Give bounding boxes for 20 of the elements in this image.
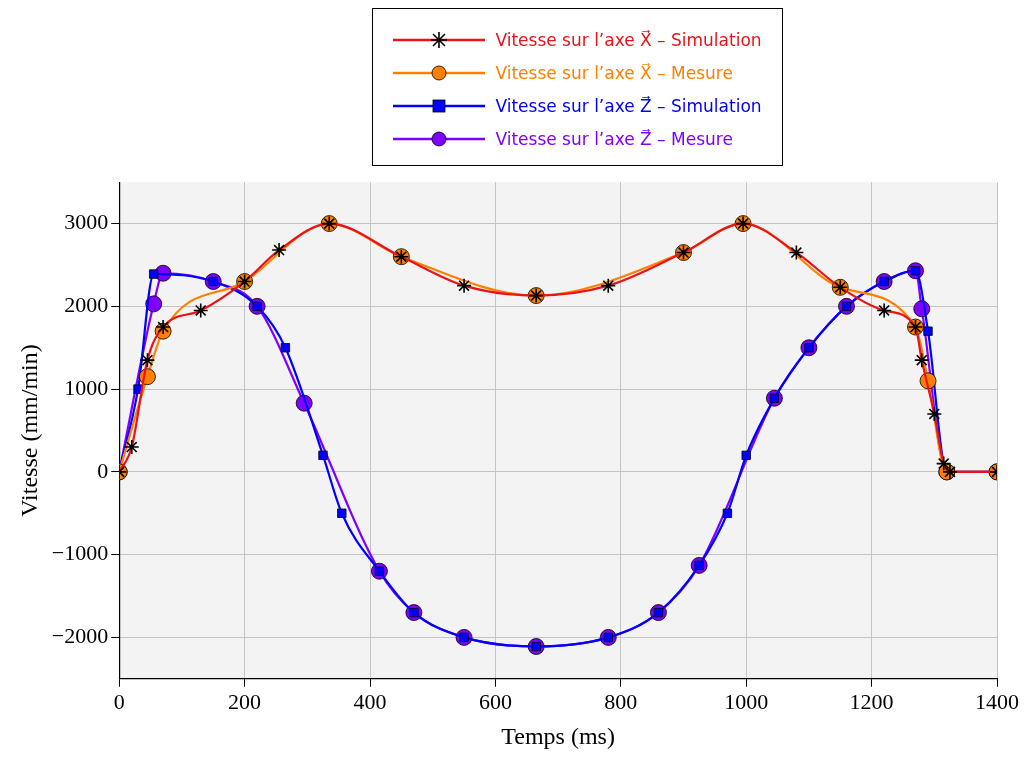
x-tick-label: 400 — [353, 688, 387, 714]
y-tick-label: −2000 — [51, 623, 109, 649]
text: Vitesse sur l’axe X⃗ – Simulation — [495, 29, 762, 50]
x-tick-label: 1000 — [724, 688, 769, 714]
x-tick-label: 1200 — [849, 688, 894, 714]
x-axis-title: Temps (ms) — [501, 722, 615, 749]
y-tick-label: 0 — [97, 457, 109, 483]
x-tick-label: 800 — [604, 688, 638, 714]
text: Vitesse sur l’axe Z⃗ – Mesure — [495, 128, 733, 149]
y-tick-label: 2000 — [64, 292, 109, 318]
x-tick-label: 200 — [228, 688, 262, 714]
y-tick-label: −1000 — [51, 540, 109, 566]
y-tick-label: 3000 — [64, 209, 109, 235]
y-tick-label: 1000 — [64, 374, 109, 400]
y-axis-title: Vitesse (mm/min) — [15, 344, 42, 517]
x-tick-label: 1400 — [975, 688, 1019, 714]
x-tick-label: 600 — [478, 688, 512, 714]
text: Vitesse sur l’axe Z⃗ – Simulation — [495, 95, 762, 116]
x-tick-label: 0 — [113, 688, 125, 714]
text: Vitesse sur l’axe X⃗ – Mesure — [495, 62, 733, 83]
